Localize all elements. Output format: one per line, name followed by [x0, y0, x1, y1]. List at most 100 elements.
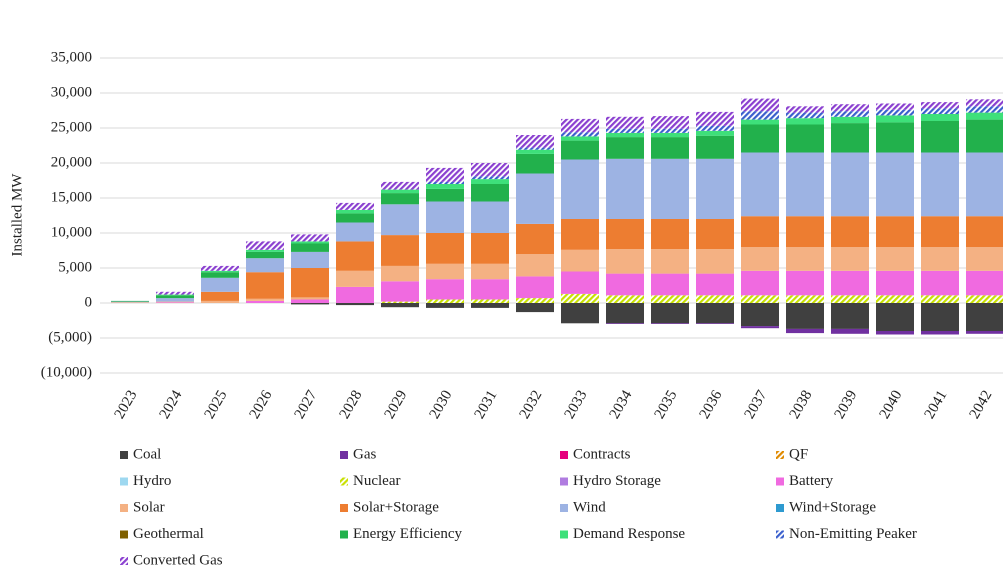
- bar-segment: [246, 298, 284, 301]
- bar-segment: [381, 193, 419, 205]
- bar-segment: [561, 136, 599, 141]
- bar-segment: [741, 119, 779, 125]
- bar-segment: [921, 303, 959, 331]
- bar-segment: [201, 270, 239, 273]
- legend-swatch: [120, 477, 128, 486]
- bar-segment: [876, 216, 914, 247]
- bar-segment: [426, 184, 464, 189]
- x-tick-label: 2033: [562, 388, 591, 422]
- bar-segment: [111, 301, 149, 303]
- legend-swatch: [120, 451, 128, 459]
- legend-label: Hydro Storage: [573, 473, 661, 489]
- x-tick-label: 2041: [922, 388, 951, 422]
- legend-swatch: [776, 504, 784, 512]
- bar-segment: [336, 286, 374, 303]
- bar-segment: [426, 167, 464, 182]
- x-tick-label: 2039: [832, 388, 861, 422]
- bar-segment: [561, 271, 599, 294]
- bar-segment: [471, 176, 509, 180]
- bar-segment: [876, 152, 914, 217]
- bar-segment: [831, 104, 869, 112]
- bar-segment: [696, 130, 734, 136]
- bar-segment: [471, 201, 509, 233]
- bar-segment: [246, 241, 284, 250]
- legend-label: Geothermal: [133, 526, 204, 542]
- bar-segment: [651, 219, 689, 250]
- x-tick-label: 2042: [967, 388, 996, 422]
- bar-segment: [471, 279, 509, 300]
- bar-segment: [381, 265, 419, 282]
- legend-label: Wind+Storage: [789, 499, 876, 515]
- legend-swatch: [560, 530, 568, 539]
- bar-segment: [696, 111, 734, 126]
- bar-segment: [921, 114, 959, 121]
- bar-segment: [921, 216, 959, 247]
- x-tick-label: 2025: [202, 388, 231, 422]
- bar-segment: [831, 152, 869, 217]
- legend-swatch: [776, 477, 784, 486]
- x-tick-label: 2031: [472, 388, 501, 422]
- bar-segment: [921, 108, 959, 114]
- bar-segment: [696, 219, 734, 250]
- legend-label: Coal: [133, 446, 161, 462]
- bar-segment: [291, 251, 329, 268]
- bar-segment: [831, 216, 869, 247]
- legend-label: Solar: [133, 499, 165, 515]
- legend-swatch: [340, 530, 348, 539]
- legend-swatch: [120, 530, 128, 539]
- bar-segment: [651, 116, 689, 129]
- bar-segment: [606, 137, 644, 159]
- x-tick-label: 2027: [292, 387, 321, 421]
- bar-segment: [561, 132, 599, 137]
- bar-segment: [966, 303, 1003, 331]
- bar-segment: [696, 273, 734, 296]
- bar-segment: [741, 295, 779, 303]
- bar-segment: [516, 147, 554, 150]
- bar-segment: [516, 303, 554, 313]
- bar-segment: [741, 247, 779, 271]
- bar-segment: [201, 300, 239, 303]
- bar-segment: [336, 222, 374, 242]
- bar-segment: [966, 331, 1003, 334]
- x-tick-label: 2024: [157, 387, 186, 421]
- bar-segment: [786, 295, 824, 303]
- bar-segment: [156, 294, 194, 296]
- bar-segment: [516, 153, 554, 174]
- bar-segment: [561, 140, 599, 160]
- bar-segment: [471, 179, 509, 184]
- x-tick-label: 2030: [427, 388, 456, 422]
- bar-segment: [831, 303, 869, 329]
- bar-segment: [696, 249, 734, 274]
- bar-segment: [606, 303, 644, 324]
- bar-segment: [426, 201, 464, 233]
- bar-segment: [471, 299, 509, 303]
- legend-label: Gas: [353, 446, 376, 462]
- legend-label: Converted Gas: [133, 552, 223, 568]
- bar-segment: [516, 223, 554, 254]
- legend-swatch: [560, 504, 568, 512]
- bar-segment: [831, 116, 869, 124]
- y-tick-label: 15,000: [51, 189, 92, 205]
- bar-segment: [786, 112, 824, 119]
- legend-swatch: [340, 504, 348, 512]
- bar-segment: [381, 235, 419, 266]
- bar-segment: [336, 209, 374, 214]
- bar-segment: [831, 111, 869, 117]
- bar-segment: [876, 109, 914, 116]
- bar-segment: [246, 249, 284, 252]
- legend-label: Battery: [789, 473, 834, 489]
- bar-segment: [786, 247, 824, 271]
- bar-segment: [246, 251, 284, 259]
- bar-segment: [786, 303, 824, 329]
- bar-segment: [291, 234, 329, 242]
- bar-segment: [831, 328, 869, 334]
- bar-segment: [516, 298, 554, 303]
- bar-segment: [966, 216, 1003, 247]
- bar-segment: [381, 281, 419, 302]
- bar-segment: [201, 272, 239, 278]
- bar-segment: [966, 152, 1003, 217]
- bar-segment: [741, 111, 779, 120]
- bar-segment: [786, 124, 824, 153]
- bar-segment: [156, 291, 194, 295]
- bar-segment: [876, 295, 914, 303]
